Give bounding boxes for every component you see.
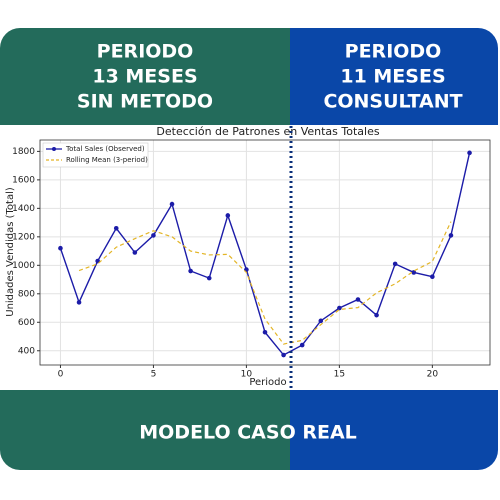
data-point [318,318,324,324]
y-tick-label: 1400 [12,204,35,214]
x-tick-label: 10 [241,370,253,380]
data-point [113,225,119,231]
data-point [411,270,417,275]
series-line [59,152,471,356]
data-point [206,275,212,281]
header-text: CONSULTANT [323,91,462,113]
data-point [281,352,286,358]
data-point [76,300,82,305]
y-tick-label: 1800 [12,147,35,157]
legend-box [42,142,149,168]
data-point [262,329,268,335]
left-header-box [0,28,290,125]
data-point [151,233,156,238]
x-tick-label: 20 [427,370,439,380]
legend-marker [52,147,56,151]
data-point [225,213,231,218]
data-point [392,261,398,267]
y-tick-label: 1200 [12,232,35,242]
x-tick-label: 0 [58,370,64,380]
data-point [337,305,342,311]
x-axis-label: Periodo [249,377,286,388]
header-text: PERIODO [97,41,194,63]
y-tick-label: 800 [18,289,35,299]
chart-title: Detección de Patrones en Ventas Totales [156,125,379,138]
y-tick-label: 600 [18,318,35,328]
data-point [467,150,472,156]
header-text: SIN METODO [77,91,213,113]
header-text: 13 MESES [92,66,197,88]
footer-text: MODELO CASO REAL [139,422,357,444]
data-point [169,201,175,207]
y-tick-label: 1600 [12,175,35,185]
data-point [374,312,379,318]
data-point [299,342,305,348]
x-tick-label: 15 [334,370,345,380]
x-tick-label: 5 [151,370,157,380]
header-text: 11 MESES [340,66,445,88]
y-axis-label: Unidades Vendidas (Total) [5,187,16,317]
y-tick-label: 1000 [12,261,35,271]
header-text: PERIODO [345,41,442,63]
legend-label: Rolling Mean (3-period) [66,156,148,164]
right-footer-box [290,390,498,470]
data-point [430,274,435,280]
data-point [58,245,63,251]
data-point [355,297,361,302]
series-line [78,221,452,345]
plot: 400 600 800 1000 1200 1400 1600 1800 0 5 10 15 20 Tot… [12,139,491,380]
legend-label: Total Sales (Observed) [65,145,145,153]
left-footer-box [0,390,290,470]
right-header-box [290,28,498,125]
y-tick-label: 400 [18,346,35,356]
data-point [448,233,454,238]
data-point [188,268,193,274]
data-point [132,250,138,255]
plot-frame [39,139,491,366]
